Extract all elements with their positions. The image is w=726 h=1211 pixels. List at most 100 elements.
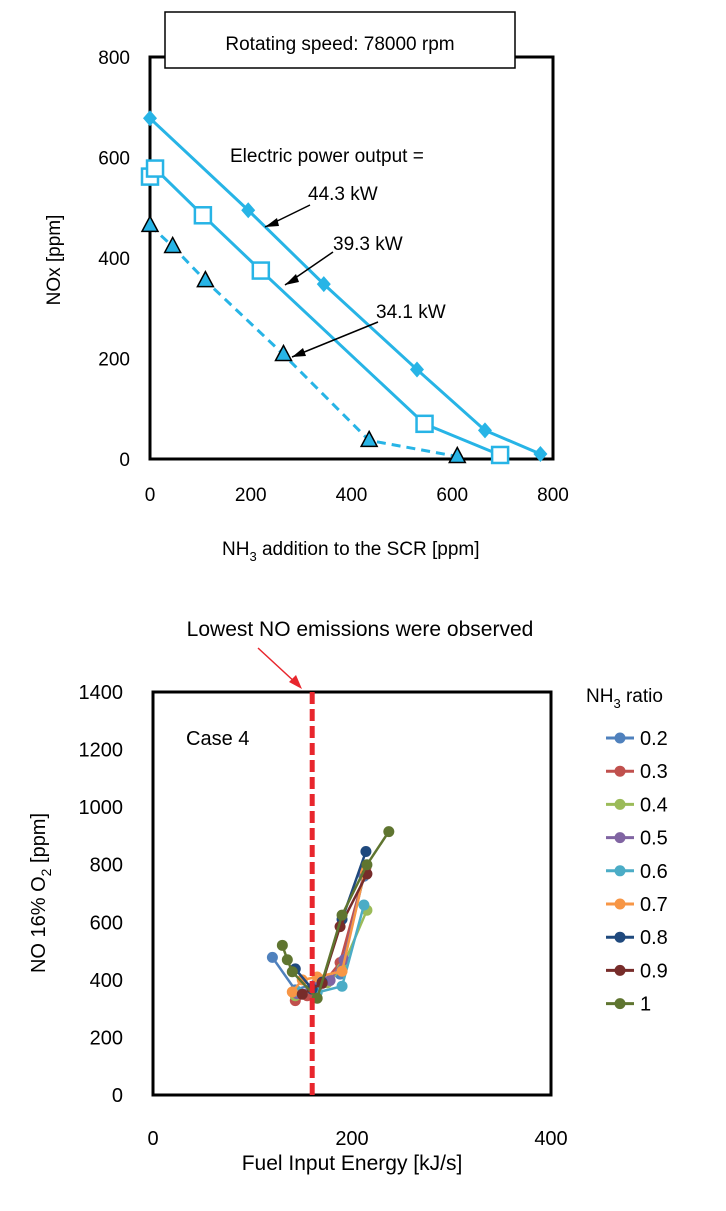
label-34-1-kw: 34.1 kW	[376, 302, 446, 323]
y-tick-label: 800	[90, 855, 123, 877]
legend: NH3 ratio 0.2 0.3 0.4 0.5 0.6 0.7 0.8 0.9 1	[586, 686, 668, 1016]
data-point	[358, 899, 370, 911]
label-44-3-kw: 44.3 kW	[308, 184, 378, 205]
x-tick-label: 0	[145, 485, 156, 506]
legend-swatch-marker	[614, 798, 626, 810]
data-point	[296, 974, 308, 986]
x-tick-label: 0	[147, 1128, 158, 1150]
x-axis-ticks: 0 200 400 600 800	[145, 485, 569, 506]
data-point	[296, 988, 308, 1000]
y-tick-label: 800	[98, 48, 130, 69]
data-point	[276, 939, 288, 951]
legend-entry: 0.4	[640, 794, 668, 816]
data-point	[145, 159, 165, 178]
legend-swatch-marker	[614, 765, 626, 777]
x-tick-label: 800	[537, 485, 569, 506]
arrow-34-1-kw	[291, 321, 379, 358]
legend-entry: 0.6	[640, 861, 668, 883]
legend-swatch-marker	[614, 898, 626, 910]
arrowhead-44-3-kw	[265, 218, 279, 227]
y-tick-label: 0	[119, 450, 130, 471]
data-point	[196, 270, 215, 288]
x-tick-label: 600	[436, 485, 468, 506]
y-tick-label: 200	[90, 1027, 123, 1049]
data-point	[359, 429, 379, 448]
red-arrowhead	[289, 675, 302, 689]
legend-entry: 0.7	[640, 894, 668, 916]
y-axis-ticks: 0 200 400 600 800	[98, 48, 130, 471]
data-point	[316, 276, 331, 293]
data-point	[286, 966, 298, 978]
series-line-0	[148, 117, 541, 456]
data-point	[281, 954, 293, 966]
legend-entry: 0.2	[640, 728, 668, 750]
chart-nox-vs-nh3: Rotating speed: 78000 rpm Electric power…	[44, 11, 569, 564]
x-axis-label: NH3 addition to the SCR [ppm]	[222, 539, 480, 564]
y-tick-label: 400	[90, 970, 123, 992]
case-label: Case 4	[186, 728, 249, 750]
y-tick-label: 1000	[79, 797, 124, 819]
y-tick-label: 600	[98, 149, 130, 170]
y-axis-label: NOx [ppm]	[44, 215, 65, 306]
legend-swatch-marker	[614, 998, 626, 1010]
y-axis-ticks: 0 200 400 600 800 1000 1200 1400	[79, 682, 124, 1107]
legend-entry: 0.9	[640, 960, 668, 982]
rotating-speed-label: Rotating speed: 78000 rpm	[225, 34, 454, 55]
y-axis-label: NO 16% O2 [ppm]	[28, 813, 54, 973]
data-point	[266, 951, 278, 963]
lowest-no-annotation: Lowest NO emissions were observed	[187, 618, 534, 641]
y-tick-label: 200	[98, 350, 130, 371]
arrowhead-39-3-kw	[285, 274, 299, 285]
y-tick-label: 1400	[79, 682, 124, 704]
arrowhead-34-1-kw	[292, 348, 306, 357]
data-point	[143, 110, 157, 127]
y-tick-label: 1200	[79, 740, 124, 762]
legend-entry: 0.5	[640, 828, 668, 850]
legend-swatch-marker	[614, 732, 626, 744]
series-group	[140, 110, 548, 465]
plot-area-frame	[151, 690, 553, 1097]
data-point	[415, 414, 434, 434]
x-tick-label: 200	[235, 485, 267, 506]
red-arrow-line	[257, 647, 298, 685]
legend-entry: 0.8	[640, 927, 668, 949]
data-point	[477, 422, 492, 439]
x-axis-label: Fuel Input Energy [kJ/s]	[242, 1152, 463, 1175]
data-point	[274, 343, 293, 362]
y-tick-label: 0	[112, 1085, 123, 1107]
power-output-header: Electric power output =	[230, 146, 424, 167]
legend-entry: 0.3	[640, 761, 668, 783]
data-point	[533, 445, 548, 462]
legend-title: NH3 ratio	[586, 686, 663, 711]
series-group	[266, 826, 395, 1007]
legend-swatch-marker	[614, 931, 626, 943]
data-point	[361, 859, 373, 871]
data-point	[251, 261, 271, 280]
label-39-3-kw: 39.3 kW	[333, 234, 403, 255]
legend-entry: 1	[640, 994, 651, 1016]
legend-swatch-marker	[614, 832, 626, 844]
rotating-speed-box	[164, 11, 516, 69]
data-point	[286, 986, 298, 998]
data-point	[140, 214, 160, 233]
data-point	[448, 445, 467, 464]
data-point	[163, 235, 182, 254]
y-tick-label: 400	[98, 249, 130, 270]
x-tick-label: 400	[534, 1128, 567, 1150]
series-line-0.8	[294, 851, 368, 991]
x-tick-label: 200	[335, 1128, 368, 1150]
data-point	[336, 980, 348, 992]
chart-no-vs-fuel-energy: Lowest NO emissions were observed Case 4…	[28, 618, 668, 1175]
data-point	[360, 845, 372, 857]
data-point	[383, 826, 395, 838]
data-point	[336, 909, 348, 921]
series-annotations: 44.3 kW 39.3 kW 34.1 kW	[264, 184, 446, 358]
series-line-2	[148, 224, 458, 458]
data-point	[409, 361, 424, 378]
data-point	[193, 206, 213, 225]
x-axis-ticks: 0 200 400	[147, 1128, 567, 1150]
legend-swatch-marker	[614, 865, 626, 877]
data-point	[490, 445, 510, 465]
legend-swatch-marker	[614, 964, 626, 976]
